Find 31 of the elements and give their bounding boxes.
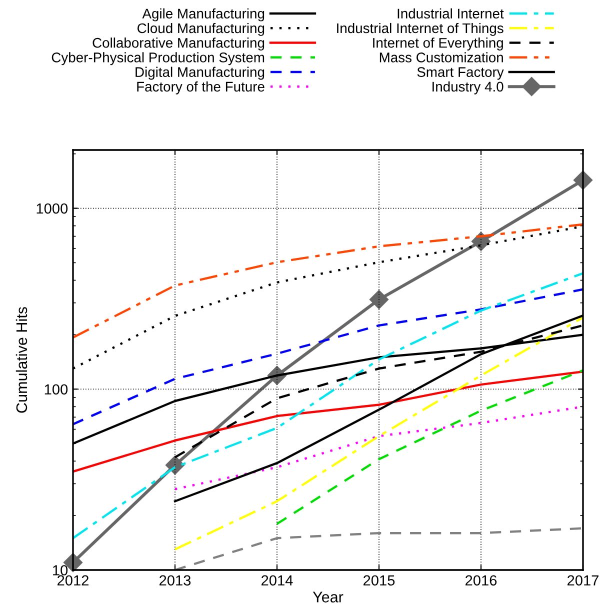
legend-label: Industrial Internet of Things [337, 22, 504, 36]
x-tick-label: 2013 [160, 575, 191, 586]
legend-label: Mass Customization [380, 52, 503, 62]
line-series [73, 223, 583, 339]
line-series [73, 288, 583, 426]
x-tick-label: 2012 [58, 575, 88, 586]
x-tick-label: 2014 [262, 575, 293, 586]
x-tick-label: 2016 [466, 575, 497, 586]
y-tick-label: 100 [44, 384, 68, 395]
line-series [276, 369, 583, 525]
line-series [73, 370, 583, 473]
legend-label: Industry 4.0 [432, 81, 504, 94]
line-series [174, 527, 583, 570]
line-series [73, 272, 583, 540]
point [369, 290, 389, 310]
y-tick-label: 1000 [36, 203, 68, 214]
legend-label: Factory of the Future [137, 81, 264, 94]
legend-label: Cyber-Physical Production System [52, 52, 264, 66]
legend-label: Digital Manufacturing [136, 66, 264, 80]
legend-label: Cloud Manufacturing [138, 22, 264, 36]
y-tick-label: 10 [53, 565, 68, 576]
x-tick-label: 2015 [364, 575, 395, 586]
x-tick-label: 2017 [568, 575, 598, 586]
legend-label: Collaborative Manufacturing [92, 38, 264, 51]
legend-label: Smart Factory [417, 67, 504, 80]
y-axis-title: Cumulative Hits [16, 307, 28, 413]
x-axis-title: Year [312, 592, 344, 602]
legend-label: Internet of Everything [373, 38, 503, 51]
legend-label: Industrial Internet [398, 8, 504, 19]
legend-label: Agile Manufacturing [142, 8, 264, 22]
line-series [174, 316, 583, 550]
